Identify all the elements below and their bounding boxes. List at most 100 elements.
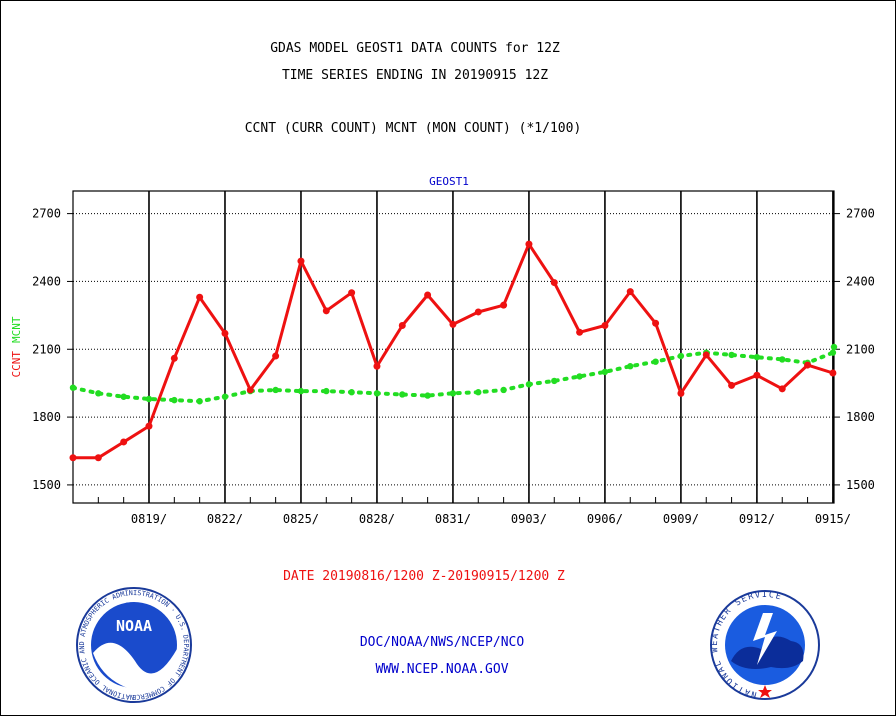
data-point-mcnt <box>348 389 355 396</box>
data-point-ccnt <box>398 322 406 330</box>
data-point-ccnt <box>145 422 153 430</box>
y-tick-label-left: 2100 <box>32 342 61 356</box>
data-point-ccnt <box>322 307 330 315</box>
data-point-mcnt <box>500 386 507 394</box>
data-point-mcnt <box>196 398 203 405</box>
data-point-mcnt <box>627 363 634 370</box>
data-point-ccnt <box>778 385 786 393</box>
data-point-mcnt <box>221 393 229 400</box>
data-point-ccnt <box>601 322 609 330</box>
org-path-link[interactable]: DOC/NOAA/NWS/NCEP/NCO <box>360 635 525 650</box>
y-tick-label-right: 2700 <box>846 207 875 221</box>
data-point-ccnt <box>626 288 634 296</box>
data-point-mcnt <box>449 390 457 397</box>
x-tick-label: 0912/ <box>739 512 775 526</box>
website-link[interactable]: WWW.NCEP.NOAA.GOV <box>375 662 508 677</box>
data-point-mcnt <box>829 349 837 356</box>
noaa-bird-icon <box>93 642 177 691</box>
chart-title-line2: TIME SERIES ENDING IN 20190915 12Z <box>282 68 548 83</box>
data-point-ccnt <box>753 371 761 379</box>
data-point-mcnt <box>69 384 77 391</box>
x-tick-label: 0909/ <box>663 512 699 526</box>
x-tick-label: 0906/ <box>587 512 623 526</box>
data-point-ccnt <box>272 352 280 360</box>
chart-title-line1: GDAS MODEL GEOST1 DATA COUNTS for 12Z <box>270 41 560 56</box>
data-point-ccnt <box>652 319 660 327</box>
y-tick-label-right: 1500 <box>846 478 875 492</box>
data-point-ccnt <box>702 351 710 359</box>
series-line-mcnt <box>71 345 836 404</box>
data-point-ccnt <box>196 293 204 301</box>
x-tick-labels: 0819/0822/0825/0828/0831/0903/0906/0909/… <box>131 512 851 526</box>
data-point-mcnt <box>830 343 838 351</box>
data-point-ccnt <box>728 381 736 389</box>
data-point-ccnt <box>221 329 229 337</box>
series-group <box>69 240 838 462</box>
data-point-ccnt <box>120 438 128 446</box>
data-point-mcnt <box>399 391 406 398</box>
y-axis-label: CCNT MCNT <box>10 316 23 377</box>
y-tick-label-right: 2400 <box>846 274 875 288</box>
data-point-mcnt <box>576 373 583 380</box>
data-point-ccnt <box>424 291 432 299</box>
x-tick-label: 0822/ <box>207 512 243 526</box>
nws-cloud-icon <box>731 636 804 669</box>
data-point-mcnt <box>171 396 178 404</box>
grid-lines <box>73 191 834 503</box>
plot-title: GEOST1 <box>429 175 469 188</box>
y-axis-label-ccnt: CCNT <box>10 351 23 378</box>
data-point-ccnt <box>246 386 254 394</box>
chart-subtitle: CCNT (CURR COUNT) MCNT (MON COUNT) (*1/1… <box>245 121 582 136</box>
data-point-mcnt <box>424 392 431 399</box>
y-tick-label-right: 1800 <box>846 410 875 424</box>
y-tick-label-left: 2700 <box>32 207 61 221</box>
noaa-logo-icon: NOAA NATIONAL OCEANIC AND ATMOSPHERIC AD… <box>0 0 192 703</box>
data-point-mcnt <box>145 395 153 403</box>
data-point-mcnt <box>120 393 127 400</box>
data-point-ccnt <box>69 454 77 462</box>
y-tick-label-left: 1800 <box>32 410 61 424</box>
data-point-ccnt <box>550 279 558 287</box>
data-point-mcnt <box>601 368 609 376</box>
data-point-ccnt <box>170 354 178 362</box>
data-point-mcnt <box>525 381 533 388</box>
data-point-mcnt <box>551 377 558 385</box>
data-point-mcnt <box>323 387 330 395</box>
data-point-mcnt <box>272 386 279 394</box>
data-point-mcnt <box>753 353 761 361</box>
y-tick-label-right: 2100 <box>846 342 875 356</box>
y-tick-labels: 1500 1500 1800 1800 2100 2100 2400 2400 2700 2700 <box>32 207 875 492</box>
data-point-mcnt <box>95 390 102 397</box>
x-tick-label: 0831/ <box>435 512 471 526</box>
data-point-ccnt <box>677 389 685 397</box>
x-tick-label: 0915/ <box>815 512 851 526</box>
data-point-ccnt <box>576 328 584 336</box>
data-point-ccnt <box>449 320 457 328</box>
data-point-ccnt <box>373 362 381 370</box>
data-point-ccnt <box>500 301 508 309</box>
nws-star-icon <box>758 685 772 698</box>
data-point-mcnt <box>677 352 685 360</box>
data-point-mcnt <box>475 389 482 396</box>
data-point-mcnt <box>728 351 735 359</box>
data-point-ccnt <box>297 257 305 265</box>
noaa-logo-text: NOAA <box>116 617 152 635</box>
data-point-ccnt <box>474 308 482 316</box>
data-point-mcnt <box>779 356 786 363</box>
data-point-mcnt <box>373 390 381 397</box>
data-point-mcnt <box>297 387 305 395</box>
x-tick-label: 0828/ <box>359 512 395 526</box>
data-point-ccnt <box>829 369 837 377</box>
x-tick-label: 0825/ <box>283 512 319 526</box>
data-point-ccnt <box>804 361 812 369</box>
x-tick-label: 0903/ <box>511 512 547 526</box>
axis-ticks <box>67 213 840 503</box>
data-point-ccnt <box>525 240 533 248</box>
data-point-mcnt <box>652 358 659 365</box>
date-range-label: DATE 20190816/1200 Z-20190915/1200 Z <box>283 569 565 584</box>
x-tick-label: 0819/ <box>131 512 167 526</box>
y-axis-label-mcnt: MCNT <box>10 316 23 343</box>
nws-logo-icon: NATIONAL WEATHER SERVICE <box>710 590 820 700</box>
